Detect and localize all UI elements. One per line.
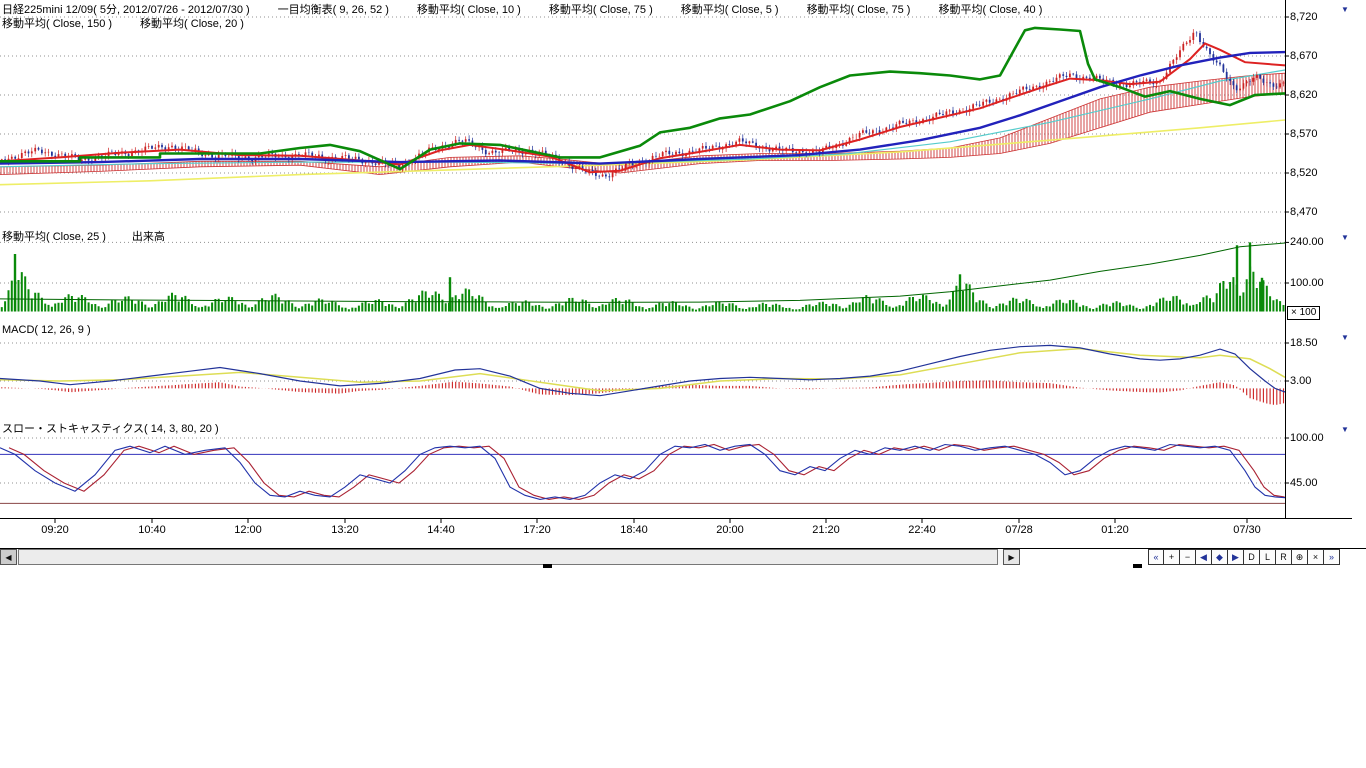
volume-axis-label: 240.00	[1290, 236, 1324, 248]
scrollbar-track[interactable]	[17, 549, 1003, 565]
time-axis-label: 13:20	[331, 524, 359, 536]
magnify-button[interactable]: ⊕	[1292, 549, 1308, 565]
stoch-axis-label: 45.00	[1290, 477, 1318, 489]
time-axis-label: 21:20	[812, 524, 840, 536]
screen-artifact	[1133, 564, 1142, 568]
stoch-panel-label: スロー・ストキャスティクス( 14, 3, 80, 20 )	[2, 423, 219, 435]
indicator-label: 移動平均( Close, 5 )	[680, 4, 779, 16]
time-axis-label: 07/28	[1005, 524, 1033, 536]
time-axis-label: 10:40	[138, 524, 166, 536]
price-panel-menu-button[interactable]: ▼	[1341, 5, 1349, 14]
horizontal-scrollbar-row: ◀ ▶ «+ − ◀ ◆ ▶ D L R ⊕ ×»	[0, 548, 1366, 566]
price-axis-label: 8,520	[1290, 167, 1318, 179]
chart-application: 日経225mini 12/09( 5分, 2012/07/26 - 2012/0…	[0, 0, 1366, 568]
chart-canvas[interactable]	[0, 0, 1366, 530]
macd-axis-label: 3.00	[1290, 375, 1312, 387]
d-button[interactable]: D	[1244, 549, 1260, 565]
step-right-button[interactable]: ▶	[1228, 549, 1244, 565]
time-axis-label: 12:00	[234, 524, 262, 536]
volume-panel-menu-button[interactable]: ▼	[1341, 233, 1349, 242]
time-axis-label: 17:20	[523, 524, 551, 536]
indicator-label: 一目均衡表( 9, 26, 52 )	[277, 4, 389, 16]
time-axis-label: 18:40	[620, 524, 648, 536]
zoom-out-button[interactable]: −	[1180, 549, 1196, 565]
volume-panel-labels: 移動平均( Close, 25 ) 出来高	[2, 228, 165, 244]
zoom-in-button[interactable]: +	[1164, 549, 1180, 565]
macd-axis-label: 18.50	[1290, 337, 1318, 349]
time-axis-label: 07/30	[1233, 524, 1261, 536]
macd-panel-label: MACD( 12, 26, 9 )	[2, 324, 91, 336]
scroll-jump-right-button[interactable]: »	[1324, 549, 1340, 565]
chart-header-row1: 日経225mini 12/09( 5分, 2012/07/26 - 2012/0…	[2, 1, 1042, 17]
indicator-label: 移動平均( Close, 20 )	[140, 18, 244, 30]
time-axis-label: 14:40	[427, 524, 455, 536]
stoch-axis-label: 100.00	[1290, 432, 1324, 444]
scrollbar-right-arrow[interactable]: ▶	[1003, 549, 1020, 565]
price-axis-label: 8,470	[1290, 206, 1318, 218]
volume-axis-label: 100.00	[1290, 277, 1324, 289]
volume-ma-label: 移動平均( Close, 25 )	[2, 231, 106, 243]
price-axis-label: 8,620	[1290, 89, 1318, 101]
chart-title: 日経225mini 12/09( 5分, 2012/07/26 - 2012/0…	[2, 4, 250, 16]
indicator-label: 移動平均( Close, 150 )	[2, 18, 113, 30]
center-button[interactable]: ◆	[1212, 549, 1228, 565]
scrollbar-left-arrow[interactable]: ◀	[0, 549, 17, 565]
chart-toolbar: «+ − ◀ ◆ ▶ D L R ⊕ ×»	[1148, 549, 1340, 565]
screen-artifact	[543, 564, 552, 568]
chart-header-row2: 移動平均( Close, 150 ) 移動平均( Close, 20 )	[2, 15, 244, 31]
indicator-label: 移動平均( Close, 40 )	[938, 4, 1043, 16]
indicator-label: 移動平均( Close, 75 )	[806, 4, 911, 16]
macd-panel-menu-button[interactable]: ▼	[1341, 333, 1349, 342]
scroll-jump-left-button[interactable]: «	[1148, 549, 1164, 565]
indicator-label: 移動平均( Close, 75 )	[548, 4, 653, 16]
price-axis-label: 8,670	[1290, 50, 1318, 62]
time-axis-label: 01:20	[1101, 524, 1129, 536]
volume-label: 出来高	[131, 231, 165, 243]
step-left-button[interactable]: ◀	[1196, 549, 1212, 565]
l-button[interactable]: L	[1260, 549, 1276, 565]
time-axis-label: 09:20	[41, 524, 69, 536]
time-axis-label: 22:40	[908, 524, 936, 536]
indicator-label: 移動平均( Close, 10 )	[416, 4, 521, 16]
scrollbar-thumb[interactable]	[18, 549, 998, 565]
price-axis-label: 8,720	[1290, 11, 1318, 23]
time-axis-label: 20:00	[716, 524, 744, 536]
close-button[interactable]: ×	[1308, 549, 1324, 565]
r-button[interactable]: R	[1276, 549, 1292, 565]
volume-multiplier-label: × 100	[1287, 306, 1321, 320]
stoch-panel-menu-button[interactable]: ▼	[1341, 425, 1349, 434]
price-axis-label: 8,570	[1290, 128, 1318, 140]
